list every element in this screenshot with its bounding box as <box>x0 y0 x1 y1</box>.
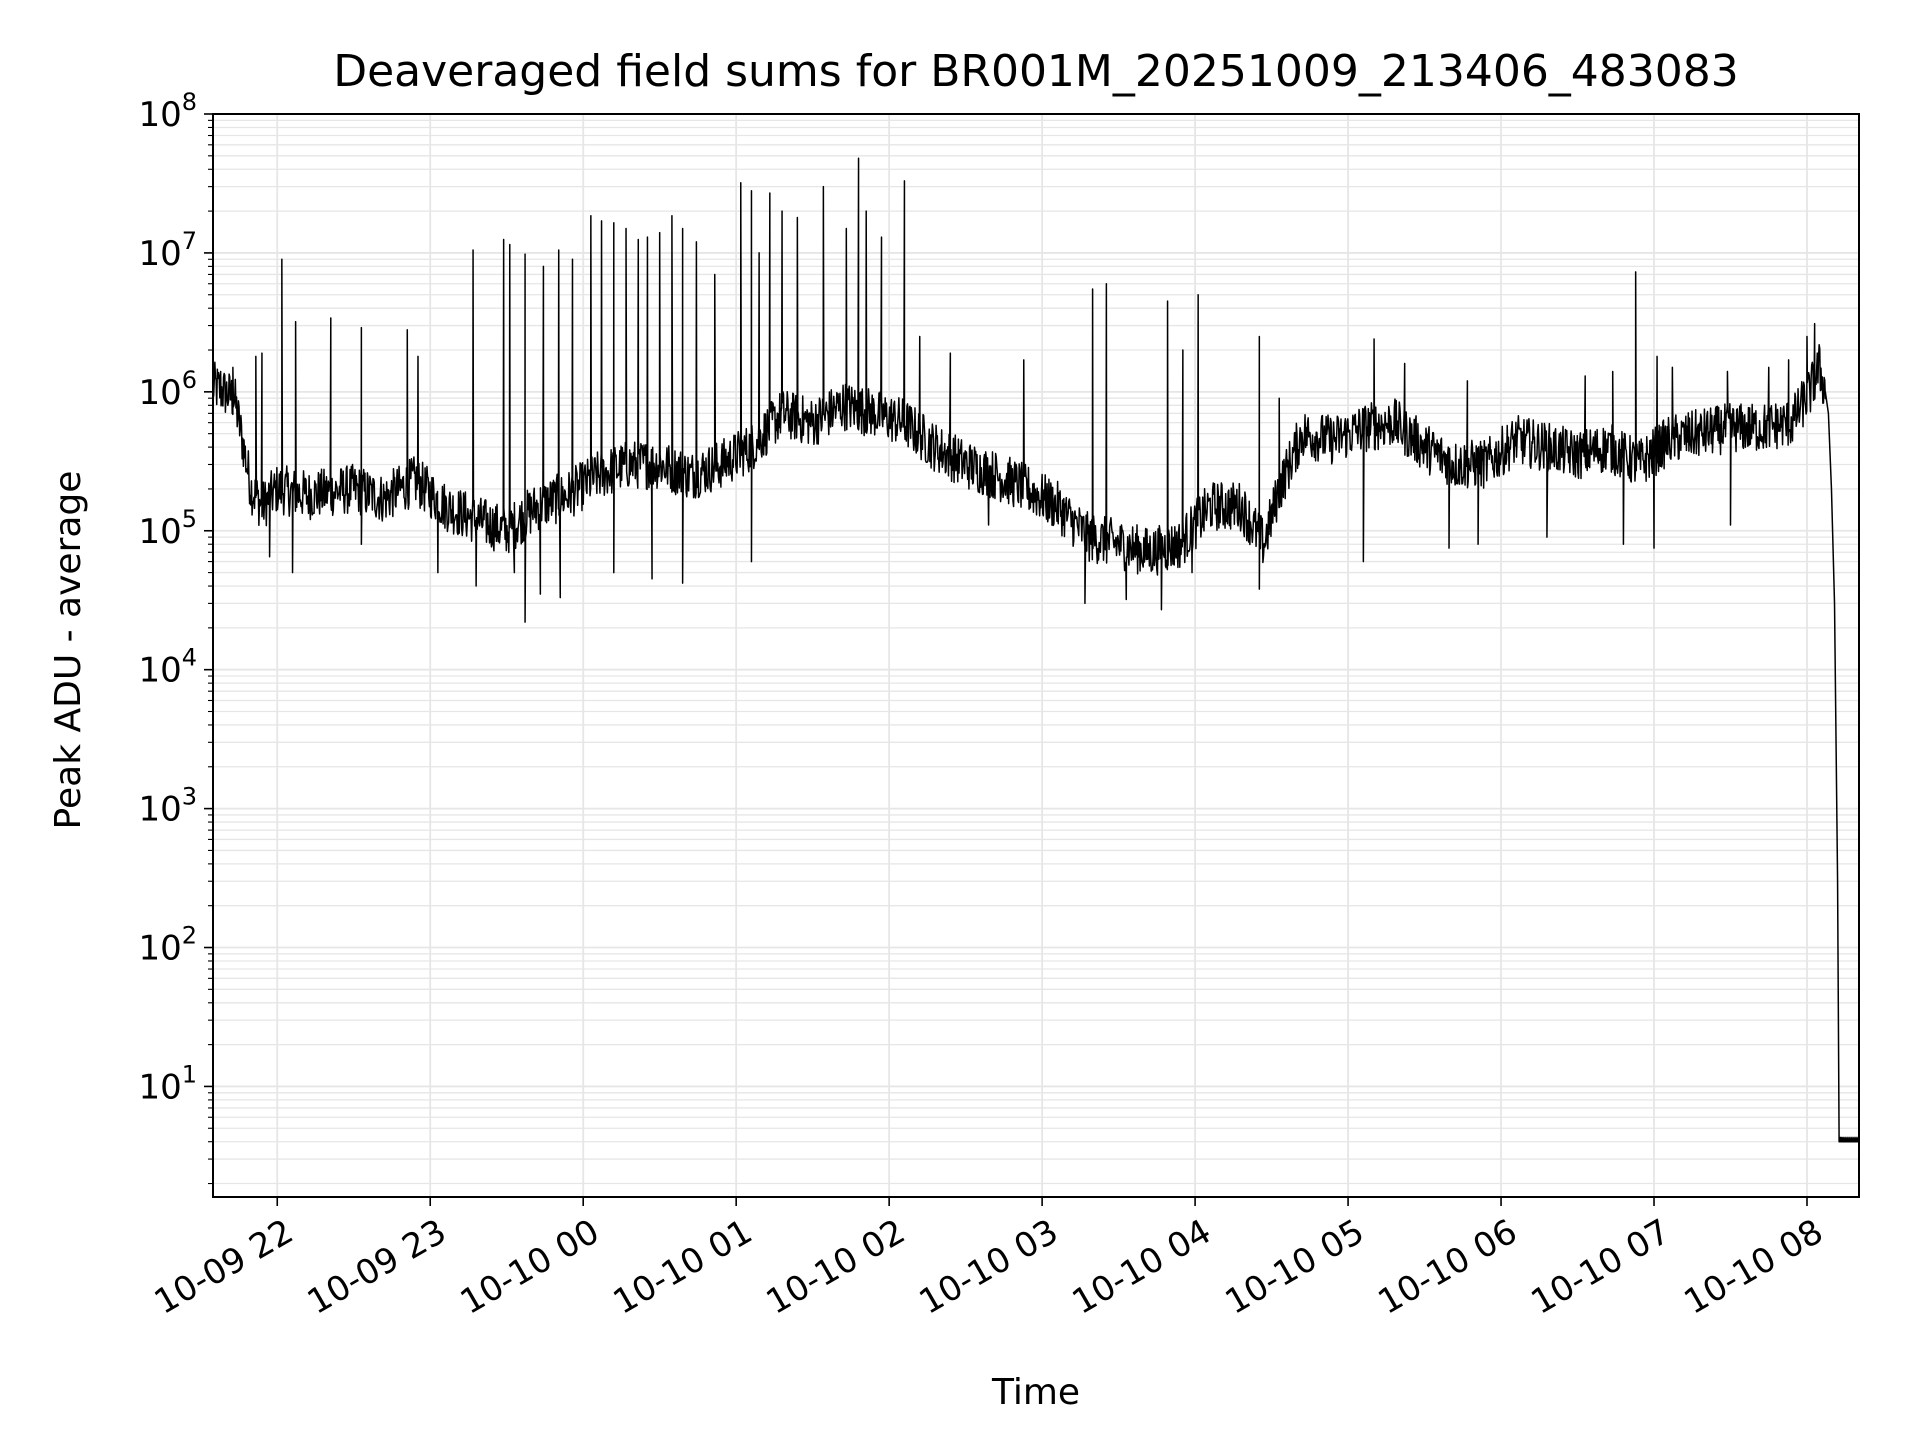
plot-frame <box>212 113 1860 1198</box>
y-tick-label: 105 <box>138 505 197 552</box>
y-tick-label: 102 <box>138 922 197 969</box>
y-axis-label: Peak ADU - average <box>48 471 89 830</box>
chart-title: Deaveraged field sums for BR001M_2025100… <box>333 46 1739 97</box>
y-tick-label: 103 <box>138 783 197 830</box>
series-line <box>212 157 1860 1143</box>
x-axis-label: Time <box>991 1372 1080 1413</box>
y-tick-label: 101 <box>138 1060 197 1107</box>
y-tick-label: 104 <box>138 644 197 691</box>
y-tick-label: 107 <box>138 227 197 274</box>
data-layer <box>212 157 1860 1143</box>
y-tick-label: 106 <box>138 366 197 413</box>
y-tick-label: 108 <box>138 88 197 135</box>
grid-layer <box>213 113 1859 1197</box>
